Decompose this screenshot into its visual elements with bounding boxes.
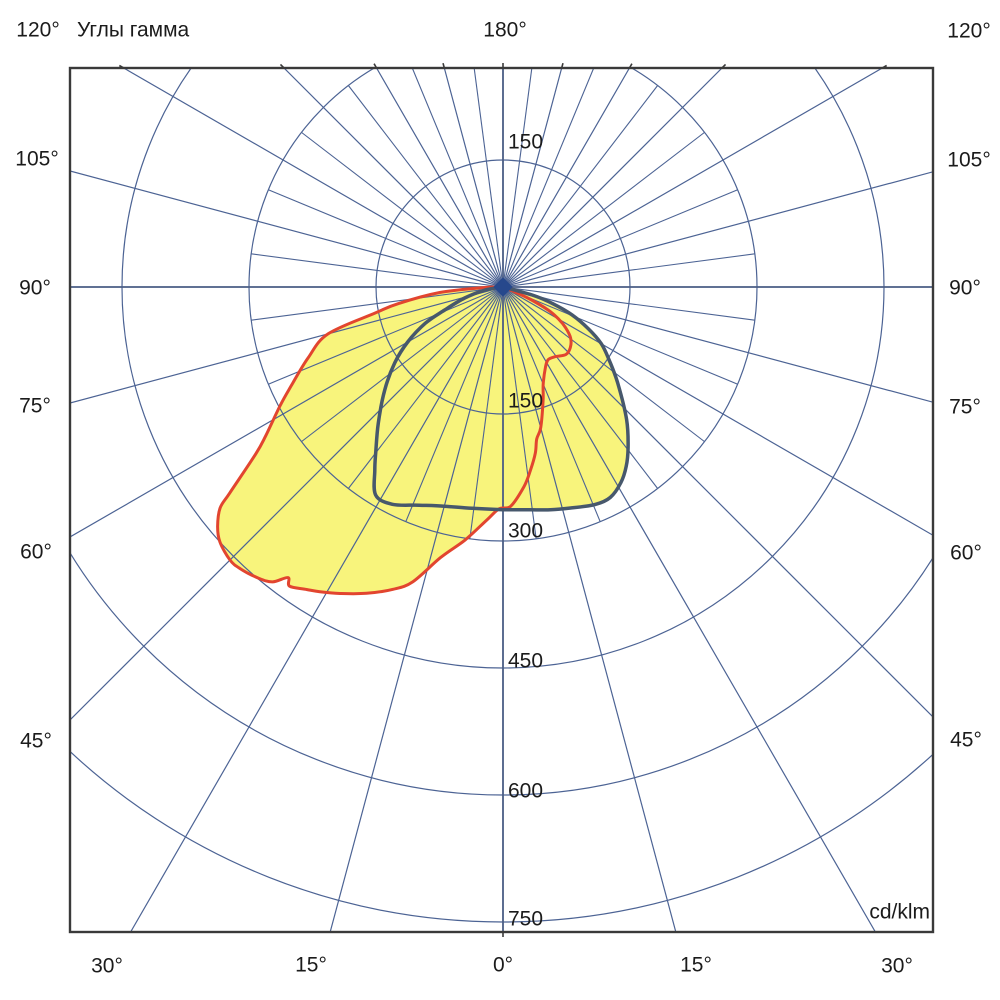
gamma-ray-major [329,286,504,932]
chart-title: Углы гамма [77,18,190,42]
gamma-ray-major [502,68,563,288]
angle-label-left-120: 120° [16,18,60,42]
angle-label-bottom-0: 0° [492,953,514,977]
angle-label-left-90: 90° [19,276,51,300]
angle-label-right-105: 105° [947,148,991,172]
gamma-ray-minor [405,286,504,522]
blue-curve [372,285,630,512]
gamma-ray-minor [502,189,738,288]
angle-label-bottom-15l: 15° [295,953,327,977]
center-marker [493,277,513,297]
gamma-ray-major [70,286,504,404]
gamma-ray-major [502,286,876,932]
gamma-ray-major [502,286,933,403]
gamma-ray-minor [502,286,755,321]
gamma-ray-minor [473,68,504,288]
gamma-ray-minor [502,131,705,288]
gamma-ray-minor [502,286,659,489]
angle-label-top-180: 180° [483,18,527,42]
gamma-ray-major [443,68,504,288]
gamma-ray-minor [502,286,738,385]
gamma-ray-minor [502,286,537,539]
gamma-ray-major [123,68,504,288]
gamma-ray-minor [469,286,504,539]
gamma-ray-major [376,68,504,288]
red-curve [216,285,573,596]
gamma-ray-major [70,170,504,288]
angle-label-bottom-30l: 30° [91,954,123,978]
gamma-ray-minor [347,85,504,288]
gamma-ray-minor [411,68,504,288]
radial-label-450: 450 [508,649,544,673]
gamma-ray-minor [268,286,504,385]
radial-label-600: 600 [508,779,544,803]
unit-label: cd/klm [869,900,930,924]
gamma-ray-major [70,286,504,721]
gamma-ray-minor [301,131,504,288]
radial-label-150-bottom: 150 [508,389,544,413]
gamma-ray-major [502,68,630,288]
gamma-ray-major [502,286,677,932]
angle-label-bottom-15r: 15° [680,953,712,977]
gamma-ray-minor [502,253,755,288]
gamma-ray-minor [502,286,601,522]
gamma-ray-major [283,68,504,288]
gamma-ray-major [502,286,933,536]
radial-label-150-top: 150 [508,130,544,154]
gamma-ray-major [502,171,933,288]
gamma-ray-major [130,286,504,932]
gamma-ray-major [70,286,504,538]
gamma-ray-minor [268,189,504,288]
blue-curve-fill [374,287,629,510]
gamma-ray-minor [251,253,504,288]
gamma-ray-minor [502,68,595,288]
radial-label-750: 750 [508,907,544,931]
radial-label-300: 300 [508,519,544,543]
gamma-ray-major [502,286,933,718]
gamma-ray-minor [502,68,533,288]
angle-label-bottom-30r: 30° [881,954,913,978]
angle-label-right-45: 45° [950,728,982,752]
gamma-ray-minor [251,286,504,321]
gamma-ray-minor [502,286,705,443]
angle-label-left-105: 105° [15,147,59,171]
plot-border [68,66,935,934]
gamma-ray-major [502,68,723,288]
angle-label-right-75: 75° [949,395,981,419]
angle-label-left-45: 45° [20,729,52,753]
gamma-ray-minor [301,286,504,443]
gamma-ray-major [502,68,883,288]
angle-label-left-60: 60° [20,540,52,564]
angle-label-right-60: 60° [950,541,982,565]
gamma-ray-minor [502,85,659,288]
angle-label-right-90: 90° [949,276,981,300]
angle-label-left-75: 75° [19,394,51,418]
angle-label-right-120: 120° [947,19,991,43]
